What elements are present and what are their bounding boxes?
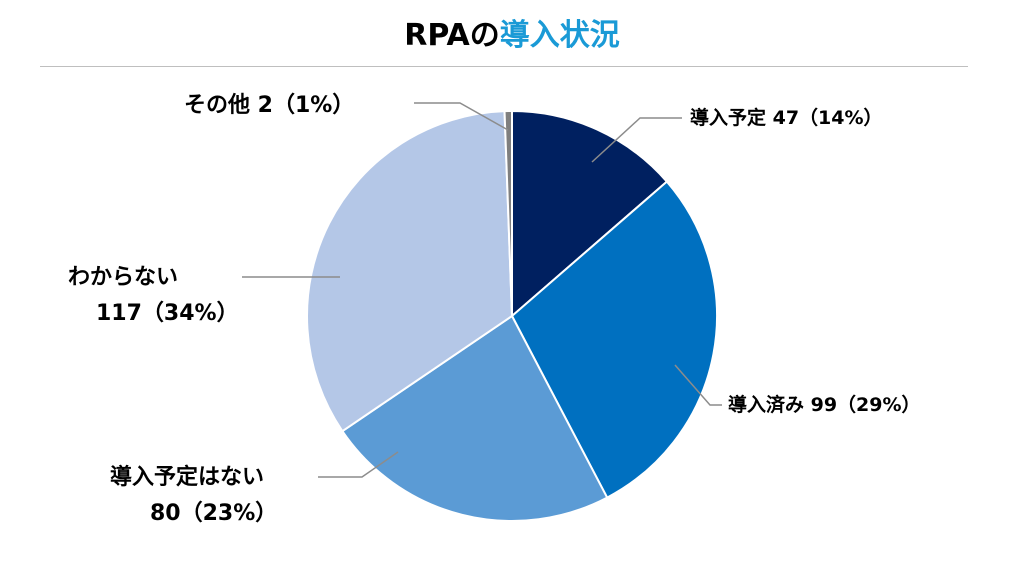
- leader-line-dounyuu-zumi: [674, 364, 722, 406]
- slice-label-dounyuu-zumi: 導入済み 99（29%）: [728, 394, 921, 416]
- pie-slices: [306, 109, 718, 522]
- chart-title-prefix: RPAの: [404, 18, 500, 53]
- pie-slice-dounyuu-yotei-nai: [341, 314, 609, 522]
- title-divider: [40, 66, 968, 67]
- leader-line-dounyuu-yotei: [591, 117, 682, 163]
- slice-label-dounyuu-yotei: 導入予定 47（14%）: [690, 107, 883, 129]
- chart-title: RPAの導入状況: [0, 16, 1024, 56]
- leader-line-dounyuu-yotei-nai: [318, 451, 399, 478]
- slice-label-wakaranai-line1: わからない: [68, 265, 179, 290]
- pie-slice-sonota: [503, 109, 513, 317]
- pie-slice-wakaranai: [306, 110, 514, 433]
- slice-label-sonota: その他 2（1%）: [184, 93, 355, 118]
- leader-lines: [242, 102, 722, 478]
- pie-slice-dounyuu-yotei: [511, 109, 669, 319]
- slice-label-dounyuu-yotei-nai-line2: 80（23%）: [150, 501, 278, 526]
- slice-label-wakaranai-line2: 117（34%）: [96, 301, 239, 326]
- chart-title-accent: 導入状況: [499, 18, 620, 53]
- pie-slice-dounyuu-zumi: [510, 180, 718, 499]
- leader-line-sonota: [414, 102, 509, 131]
- slice-label-dounyuu-yotei-nai-line1: 導入予定はない: [110, 465, 265, 490]
